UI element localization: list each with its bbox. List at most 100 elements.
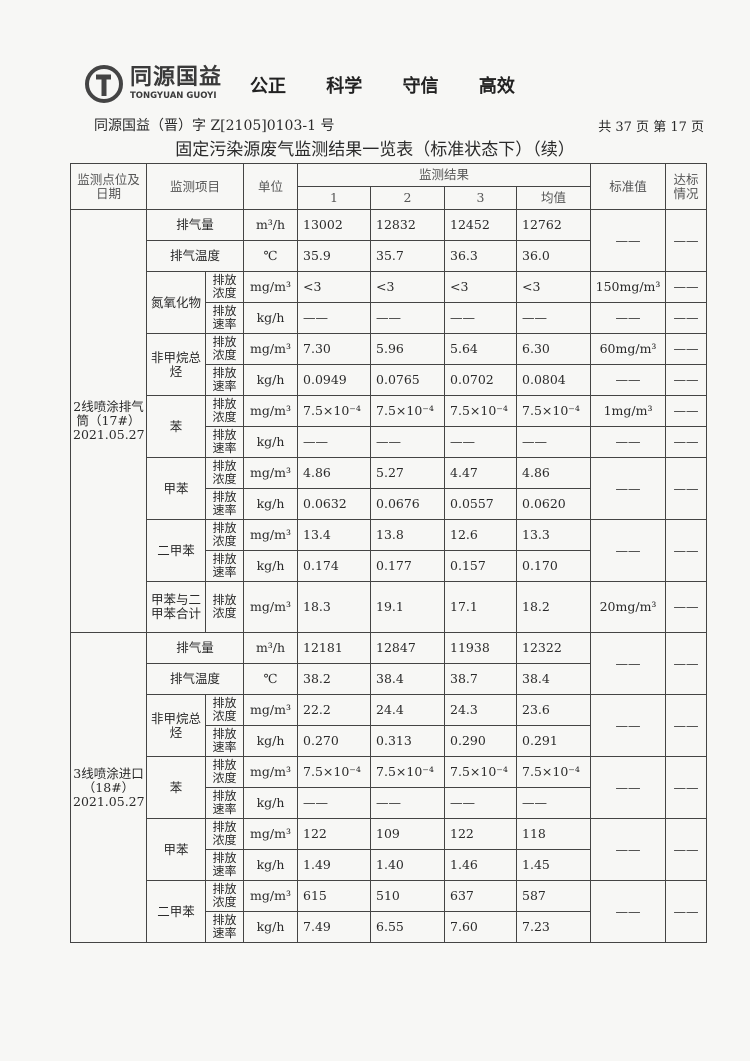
value-cell: ——: [444, 426, 518, 458]
value-cell: 7.5×10⁻⁴: [370, 395, 446, 427]
value-cell: 17.1: [444, 581, 518, 633]
value-cell: 0.0557: [444, 488, 518, 520]
compliance-cell: ——: [665, 271, 708, 303]
table-row: 排放速率 kg/h 0.0632 0.0676 0.0557 0.0620: [71, 488, 707, 520]
standard-cell: ——: [590, 880, 667, 943]
standard-cell: 60mg/m³: [590, 333, 667, 365]
logo-name-cn: 同源国益: [130, 65, 223, 91]
sub-item-cell: 排放浓度: [204, 271, 245, 303]
value-cell: 0.290: [444, 725, 518, 757]
table-row: 排放速率 kg/h 1.49 1.40 1.46 1.45: [71, 849, 707, 881]
unit-cell: mg/m³: [243, 818, 299, 850]
slogan-word: 科学: [326, 76, 363, 97]
standard-cell: ——: [590, 694, 667, 757]
unit-cell: ℃: [243, 240, 299, 272]
item-cell: 非甲烷总烃: [146, 694, 206, 757]
value-cell: 35.7: [370, 240, 446, 272]
table-row: 非甲烷总烃 排放浓度 mg/m³ 7.30 5.96 5.64 6.30 60mg/m³ ——: [71, 333, 708, 396]
table-row: 排放速率 kg/h —— —— —— —— —— ——: [71, 302, 708, 334]
value-cell: 12181: [297, 632, 372, 664]
unit-cell: m³/h: [243, 632, 299, 664]
standard-cell: ——: [590, 818, 667, 881]
unit-cell: kg/h: [243, 302, 299, 334]
value-cell: 1.49: [297, 849, 372, 881]
table-row: 排放速率 kg/h 0.174 0.177 0.157 0.170: [71, 550, 707, 582]
value-cell: 1.45: [516, 849, 592, 881]
item-cell: 非甲烷总烃: [146, 333, 206, 396]
table-row: 排放速率 kg/h —— —— —— —— —— ——: [71, 426, 708, 458]
value-cell: 18.2: [516, 581, 592, 633]
value-cell: 4.86: [297, 457, 372, 489]
value-cell: 122: [444, 818, 518, 850]
value-cell: ——: [370, 787, 446, 819]
value-cell: 38.2: [297, 663, 372, 695]
item-cell: 甲苯: [146, 818, 206, 881]
compliance-cell: ——: [665, 818, 708, 881]
sub-item-cell: 排放速率: [204, 725, 245, 757]
value-cell: 6.55: [370, 911, 446, 943]
value-cell: 4.86: [516, 457, 592, 489]
table-row: 苯排放浓度 mg/m³ 7.5×10⁻⁴ 7.5×10⁻⁴ 7.5×10⁻⁴ 7.5×10…: [71, 756, 708, 819]
standard-cell: 1mg/m³: [590, 395, 667, 427]
compliance-cell: ——: [665, 632, 708, 695]
unit-cell: kg/h: [243, 426, 299, 458]
unit-cell: kg/h: [243, 911, 299, 943]
standard-cell: ——: [590, 519, 667, 582]
compliance-cell: ——: [665, 395, 708, 427]
value-cell: 0.0702: [444, 364, 518, 396]
unit-cell: kg/h: [243, 364, 299, 396]
sub-item-cell: 排放速率: [204, 302, 245, 334]
unit-cell: kg/h: [243, 787, 299, 819]
value-cell: 38.4: [370, 663, 446, 695]
value-cell: ——: [516, 787, 592, 819]
compliance-cell: ——: [665, 756, 708, 819]
item-cell: 甲苯: [146, 457, 206, 520]
value-cell: ——: [370, 426, 446, 458]
header-results: 监测结果: [297, 163, 592, 187]
item-cell: 二甲苯: [146, 880, 206, 943]
value-cell: 12847: [370, 632, 446, 664]
value-cell: 118: [516, 818, 592, 850]
table-row: 排放速率 kg/h —— —— —— ——: [71, 787, 707, 819]
sub-item-cell: 排放浓度: [204, 880, 245, 912]
value-cell: 24.3: [444, 694, 518, 726]
value-cell: 0.174: [297, 550, 372, 582]
value-cell: 23.6: [516, 694, 592, 726]
value-cell: 1.40: [370, 849, 446, 881]
value-cell: <3: [297, 271, 372, 303]
value-cell: 13002: [297, 209, 372, 241]
document-number: 同源国益（晋）字 Z[2105]0103-1 号: [94, 118, 335, 134]
header-run-3: 3: [444, 186, 518, 210]
logo-name-en: TONGYUAN GUOYI: [130, 91, 217, 102]
table-row: 二甲苯 排放浓度 mg/m³ 13.4 13.8 12.6 13.3 —— ——: [71, 519, 708, 582]
table-row: 氮氧化物 排放浓度 mg/m³ <3 <3 <3 <3 150mg/m³ ——: [71, 271, 708, 334]
unit-cell: mg/m³: [243, 581, 299, 633]
value-cell: 12832: [370, 209, 446, 241]
value-cell: 36.0: [516, 240, 592, 272]
standard-cell: ——: [590, 426, 667, 458]
value-cell: 7.30: [297, 333, 372, 365]
value-cell: 22.2: [297, 694, 372, 726]
unit-cell: m³/h: [243, 209, 299, 241]
value-cell: ——: [370, 302, 446, 334]
value-cell: 587: [516, 880, 592, 912]
value-cell: ——: [516, 426, 592, 458]
item-cell: 苯: [146, 395, 206, 458]
table-row: 苯排放浓度 mg/m³ 7.5×10⁻⁴ 7.5×10⁻⁴ 7.5×10⁻⁴ 7.5×10…: [71, 395, 708, 458]
value-cell: 13.4: [297, 519, 372, 551]
value-cell: 0.170: [516, 550, 592, 582]
page-info: 共 37 页 第 17 页: [598, 120, 704, 135]
value-cell: 0.291: [516, 725, 592, 757]
compliance-cell: ——: [665, 694, 708, 757]
value-cell: 7.5×10⁻⁴: [297, 395, 372, 427]
standard-cell: ——: [590, 302, 667, 334]
logo-emblem-icon: [85, 65, 123, 103]
sub-item-cell: 排放浓度: [204, 581, 245, 633]
value-cell: 0.0620: [516, 488, 592, 520]
table-row: 排气温度 ℃ 35.9 35.7 36.3 36.0: [71, 240, 707, 272]
value-cell: <3: [516, 271, 592, 303]
unit-cell: mg/m³: [243, 756, 299, 788]
value-cell: ——: [444, 302, 518, 334]
item-cell: 排气量: [145, 632, 245, 664]
value-cell: 615: [297, 880, 372, 912]
